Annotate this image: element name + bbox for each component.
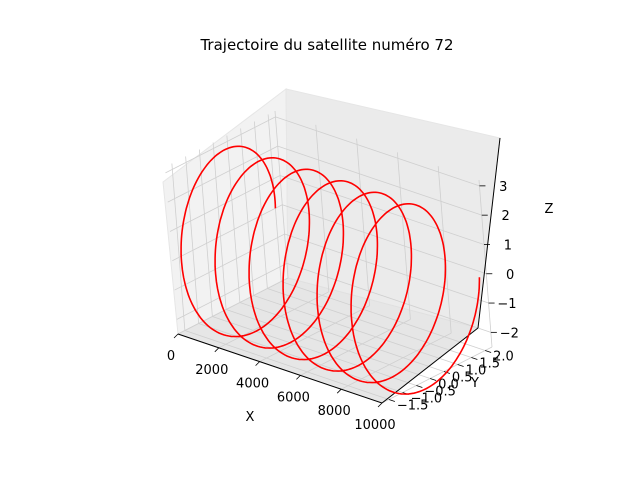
- y-tick-mark: [416, 385, 423, 388]
- trajectory-line: [180, 145, 481, 395]
- y-gridline: [253, 121, 268, 289]
- y-tick-mark: [457, 364, 464, 367]
- x-gridline: [315, 124, 330, 292]
- z-gridline: [279, 175, 485, 245]
- x-axis-label: X: [246, 410, 255, 425]
- x-axis-line: [177, 333, 383, 404]
- y-gridline: [212, 316, 417, 386]
- y-tick-mark: [484, 350, 492, 353]
- x-tick-label: 10000: [354, 418, 395, 433]
- y-tick-label: 2.0: [493, 350, 514, 365]
- y-gridline: [240, 128, 255, 296]
- y-gridline: [185, 156, 200, 324]
- y-tick-label: −1.0: [411, 392, 443, 407]
- x-tick-mark: [296, 375, 301, 380]
- y-gridline: [239, 302, 445, 372]
- x-gridline: [218, 291, 329, 349]
- x-tick-mark: [336, 388, 342, 394]
- y-gridline: [280, 281, 486, 351]
- y-tick-mark: [388, 399, 396, 402]
- y-gridline: [253, 295, 458, 365]
- z-gridline: [286, 262, 491, 333]
- y-tick-label: −1.5: [397, 399, 429, 414]
- x-tick-label: 8000: [318, 404, 351, 419]
- z-gridline: [172, 204, 283, 262]
- y-tick-mark: [471, 357, 478, 360]
- x-tick-label: 4000: [236, 377, 269, 392]
- z-tick-label: −1: [497, 297, 516, 312]
- y-tick-mark: [429, 378, 437, 381]
- y-gridline: [226, 135, 241, 303]
- z-gridline: [284, 233, 489, 304]
- y-gridline: [198, 149, 213, 317]
- y-gridline: [267, 288, 472, 358]
- z-gridline: [282, 204, 487, 275]
- x-tick-mark: [173, 333, 179, 339]
- y-tick-label: 0.5: [452, 371, 473, 386]
- x-gridline: [356, 138, 370, 306]
- z-gridline: [275, 116, 480, 187]
- x-tick-label: 2000: [195, 363, 228, 378]
- x-tick-label: 0: [167, 349, 175, 364]
- y-gridline: [171, 163, 186, 331]
- y-axis-label: Y: [470, 376, 479, 391]
- chart-title: Trajectoire du satellite numéro 72: [199, 36, 453, 54]
- z-tick-label: 1: [504, 238, 512, 253]
- grid-lines: [165, 110, 493, 404]
- y-tick-label: −0.5: [424, 385, 456, 400]
- z-axis-line: [477, 137, 501, 329]
- z-tick-label: −2: [500, 326, 519, 341]
- x-tick-mark: [255, 361, 260, 366]
- axis-ticks: 0 2000 4000 6000 800010000−1.5−1.0−0.50.00.5…: [167, 180, 519, 433]
- z-axis-label: Z: [545, 202, 554, 217]
- z-tick-label: 3: [499, 180, 507, 195]
- y-gridline: [225, 309, 431, 379]
- z-tick-label: 0: [506, 268, 514, 283]
- y-tick-label: 1.5: [479, 357, 500, 372]
- x-gridline: [397, 152, 411, 320]
- x-tick-mark: [214, 347, 220, 353]
- z-tick-label: 2: [501, 209, 509, 224]
- y-tick-label: 1.0: [466, 364, 487, 379]
- z-gridline: [165, 116, 276, 174]
- x-tick-label: 6000: [277, 390, 310, 405]
- y-gridline: [198, 323, 403, 393]
- y-axis-line: [381, 327, 479, 404]
- y-gridline: [184, 330, 390, 400]
- z-gridline: [174, 233, 285, 291]
- x-gridline: [341, 332, 452, 390]
- x-gridline: [177, 277, 289, 335]
- z-gridline: [277, 145, 482, 216]
- y-tick-label: 0.0: [438, 378, 459, 393]
- x-tick-mark: [377, 402, 383, 408]
- x-gridline: [274, 110, 289, 279]
